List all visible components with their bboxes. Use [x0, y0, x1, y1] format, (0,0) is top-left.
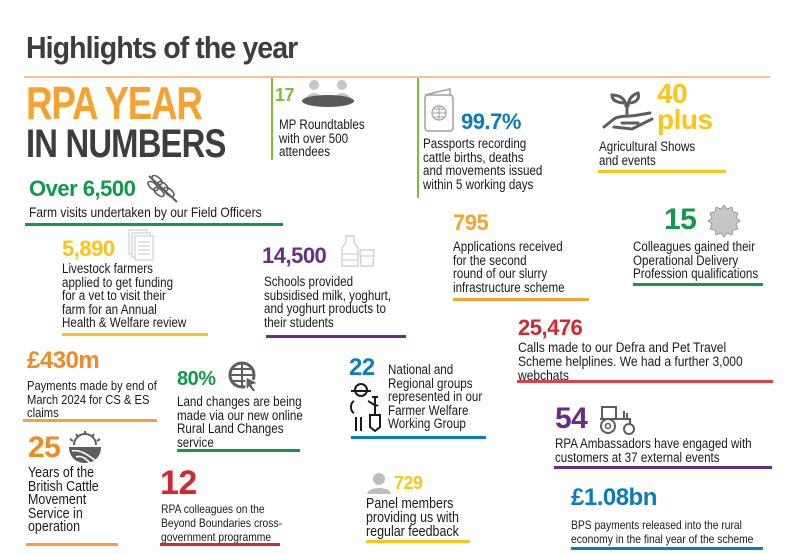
rule-green: [177, 449, 300, 452]
stat-panel-value: 729: [394, 473, 423, 493]
header-divider: [24, 76, 770, 78]
stat-passports-value: 99.7%: [461, 109, 521, 134]
rule-orange: [26, 543, 118, 546]
rule-orange: [23, 419, 157, 422]
stat-farmer-welfare-text: National and Regional groups represented i…: [388, 362, 483, 431]
rule-purple: [554, 466, 772, 469]
badge-icon: [707, 204, 741, 238]
people-table-icon: [300, 78, 356, 108]
rule-orange: [453, 298, 589, 301]
stat-farm-visits-text: Farm visits undertaken by our Field Offi…: [29, 204, 262, 220]
rule-yellow: [62, 333, 208, 336]
rule-purple: [266, 335, 406, 338]
tractor-icon: [598, 405, 636, 435]
stat-bcms-value: 25: [28, 431, 61, 464]
stat-beyond-boundaries-value: 12: [160, 464, 197, 502]
headline-rpa-year: RPA YEAR: [26, 77, 203, 129]
stat-ag-shows-value-line1: 40: [657, 78, 688, 109]
stat-payments-cs-es-value: £430m: [27, 347, 100, 374]
hand-seedling-icon: [598, 85, 656, 137]
stat-calls-value: 25,476: [518, 315, 583, 340]
stat-livestock-value: 5,890: [62, 236, 115, 261]
headline-in-numbers: IN NUMBERS: [26, 122, 226, 166]
stat-livestock-text: Livestock farmers applied to get funding f…: [62, 261, 187, 330]
stat-schools-text: Schools provided subsidised milk, yoghurt…: [264, 274, 392, 330]
stat-beyond-boundaries-text: RPA colleagues on the Beyond Boundaries c…: [161, 502, 283, 544]
stat-calls-text: Calls made to our Defra and Pet Travel Sc…: [518, 339, 743, 383]
stat-ag-shows-text: Agricultural Shows and events: [599, 139, 696, 168]
stat-mp-roundtables-value: 17: [275, 85, 295, 105]
stat-ambassadors-value: 54: [555, 402, 588, 435]
stat-farmer-welfare-value: 22: [349, 354, 375, 381]
stat-slurry-value: 795: [453, 210, 489, 235]
rule-red: [517, 380, 773, 383]
stat-passports-text: Passports recording cattle births, deaths…: [423, 136, 543, 192]
sunrise-fields-icon: [66, 429, 104, 465]
stat-land-changes-text: Land changes are being made via our new o…: [177, 394, 303, 450]
stat-bcms-text: Years of the British Cattle Movement Servic…: [28, 465, 99, 535]
rule-yellow: [366, 540, 470, 543]
stat-farm-visits-value: Over 6,500: [29, 176, 136, 201]
stat-slurry-text: Applications received for the second round…: [453, 239, 565, 295]
stat-ag-shows-value-line2: plus: [657, 104, 713, 135]
rule-red: [160, 543, 280, 546]
stat-mp-roundtables-text: MP Roundtables with over 500 attendees: [279, 117, 365, 159]
passport-icon: [422, 87, 456, 133]
stat-panel-text: Panel members providing us with regular fe…: [366, 496, 459, 540]
stat-bps-value: £1.08bn: [571, 484, 657, 511]
divider-vertical: [417, 78, 419, 198]
rule-green: [25, 223, 283, 226]
stat-ambassadors-text: RPA Ambassadors have engaged with custome…: [555, 436, 752, 465]
documents-icon: [128, 229, 154, 261]
person-icon: [367, 472, 391, 494]
milk-bottle-icon: [340, 234, 376, 268]
stat-payments-cs-es-text: Payments made by end of March 2024 for CS…: [27, 378, 157, 420]
stat-land-changes-value: 80%: [177, 368, 216, 390]
page-title: Highlights of the year: [26, 30, 298, 65]
stat-bps-text: BPS payments released into the rural econ…: [571, 518, 754, 546]
stat-schools-value: 14,500: [262, 243, 327, 268]
rule-blue: [351, 436, 486, 439]
wheat-icon: [145, 172, 181, 206]
rule-green: [633, 283, 763, 286]
stat-qualifications-value: 15: [664, 203, 697, 236]
stat-qualifications-text: Colleagues gained their Operational Deliv…: [633, 239, 759, 281]
globe-cursor-icon: [228, 361, 260, 393]
farmer-icon: [348, 381, 382, 433]
rule-blue: [571, 547, 763, 550]
divider-vertical: [271, 78, 273, 160]
rule-yellow: [598, 170, 726, 173]
